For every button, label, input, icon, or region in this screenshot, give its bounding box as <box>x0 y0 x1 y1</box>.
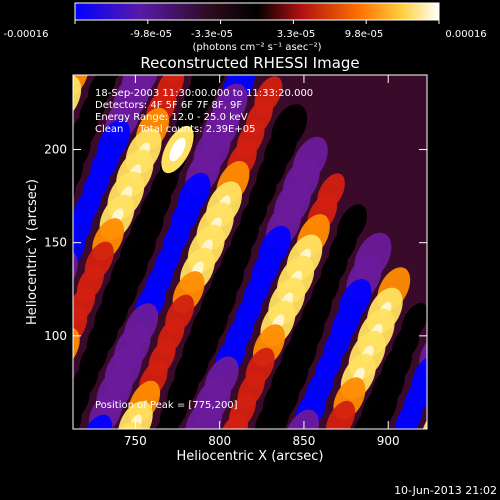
heatmap-blob <box>60 29 103 79</box>
colorbar-ticks <box>74 20 440 24</box>
heatmap-blob-core <box>37 381 55 403</box>
heatmap-blob <box>96 16 142 70</box>
colorbar-unit-label: (photons cm⁻² s⁻¹ asec⁻²) <box>192 42 321 53</box>
annotation-detectors: Detectors: 4F 5F 6F 7F 8F, 9F <box>95 100 242 111</box>
y-tick-label: 100 <box>44 329 67 343</box>
annotation-time-range: 18-Sep-2003 11:30:00.000 to 11:33:20.000 <box>95 88 313 99</box>
heatmap-blob <box>151 415 179 429</box>
heatmap-blob-core <box>109 456 127 478</box>
x-axis-label: Heliocentric X (arcsec) <box>177 449 324 464</box>
axis-ticks <box>73 75 427 429</box>
y-tick-label: 150 <box>44 236 67 250</box>
annotation-energy-range: Energy Range: 12.0 - 25.0 keV <box>95 112 248 123</box>
heatmap-blob <box>24 440 74 498</box>
heatmap-blob <box>11 384 64 445</box>
heatmap-blob <box>30 342 79 399</box>
annotation-peak-position: Position of Peak = [775,200] <box>95 400 238 411</box>
colorbar-tick-label: -9.8e-05 <box>130 29 172 40</box>
heatmap-blob <box>254 398 290 429</box>
chart-title: Reconstructed RHESSI Image <box>140 54 359 72</box>
heatmap-blob-core <box>438 397 456 419</box>
annotation-clean-counts: Clean Total counts: 2.39E+05 <box>95 124 255 135</box>
colorbar-tick-label: -3.3e-05 <box>191 29 233 40</box>
heatmap-blob-core <box>447 375 465 397</box>
heatmap-blob-core <box>28 403 46 425</box>
x-tick-label: 900 <box>377 434 400 448</box>
heatmap-blob <box>219 413 248 429</box>
heatmap-blob <box>81 414 113 429</box>
heatmap-blob <box>325 400 356 429</box>
heatmap-blob <box>25 14 77 74</box>
x-tick-label: 850 <box>292 434 315 448</box>
heatmap-blob <box>343 428 380 429</box>
heatmap-blob <box>73 307 88 347</box>
heatmap-blob <box>11 61 57 114</box>
x-tick-label: 750 <box>124 434 147 448</box>
heatmap-blob <box>20 362 72 422</box>
heatmap-blob-core <box>46 359 64 381</box>
colorbar <box>74 2 440 21</box>
plot-timestamp: 10-Jun-2013 21:02 <box>394 484 497 497</box>
colorbar-tick-label: -0.00016 <box>4 29 49 40</box>
colorbar-tick-label: 3.3e-05 <box>277 29 315 40</box>
heatmap-blob <box>351 406 389 429</box>
heatmap-blob-core <box>54 87 72 109</box>
heatmap-blob <box>430 356 482 417</box>
heatmap-blob <box>73 405 82 429</box>
heatmap-blob-core <box>45 109 63 131</box>
heatmap-blob <box>73 384 90 422</box>
heatmap-blob <box>162 438 210 494</box>
heatmap-blob <box>434 433 485 492</box>
heatmap-blob <box>17 37 67 95</box>
heatmap-blob <box>68 433 108 480</box>
heatmap-blob <box>421 378 473 438</box>
heatmap-blob-core <box>430 419 448 441</box>
x-tick-label: 800 <box>208 434 231 448</box>
y-tick-label: 200 <box>44 143 67 157</box>
y-axis-label: Heliocentric Y (arcsec) <box>25 179 40 325</box>
plot-frame <box>72 74 428 430</box>
heatmap-blob <box>407 425 452 478</box>
peak-core <box>169 137 186 162</box>
heatmap-blob <box>284 409 319 429</box>
heatmap-blob-core <box>27 153 45 175</box>
heatmap-image <box>11 14 485 498</box>
colorbar-tick-label: 0.00016 <box>445 29 486 40</box>
colorbar-tick-label: 9.8e-05 <box>345 29 383 40</box>
heatmap-blob <box>73 209 93 249</box>
